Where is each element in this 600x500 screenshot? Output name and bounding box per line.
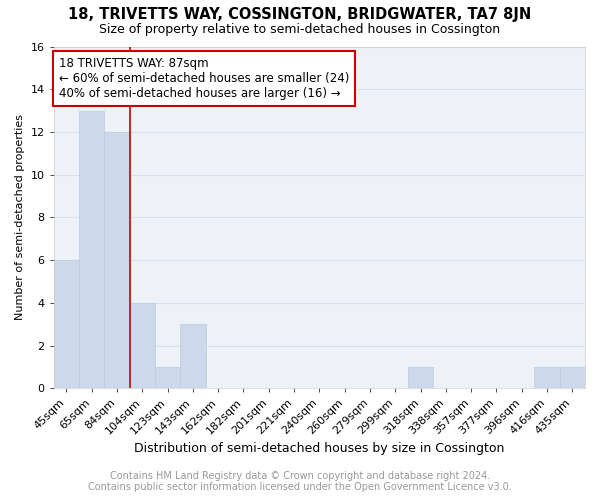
Bar <box>79 110 104 388</box>
Text: 18, TRIVETTS WAY, COSSINGTON, BRIDGWATER, TA7 8JN: 18, TRIVETTS WAY, COSSINGTON, BRIDGWATER… <box>68 8 532 22</box>
Bar <box>155 367 180 388</box>
Bar <box>104 132 130 388</box>
Bar <box>535 367 560 388</box>
Y-axis label: Number of semi-detached properties: Number of semi-detached properties <box>15 114 25 320</box>
Text: Size of property relative to semi-detached houses in Cossington: Size of property relative to semi-detach… <box>100 22 500 36</box>
Text: 18 TRIVETTS WAY: 87sqm
← 60% of semi-detached houses are smaller (24)
40% of sem: 18 TRIVETTS WAY: 87sqm ← 60% of semi-det… <box>59 57 349 100</box>
Bar <box>180 324 206 388</box>
X-axis label: Distribution of semi-detached houses by size in Cossington: Distribution of semi-detached houses by … <box>134 442 505 455</box>
Bar <box>130 303 155 388</box>
Bar <box>408 367 433 388</box>
Text: Contains HM Land Registry data © Crown copyright and database right 2024.
Contai: Contains HM Land Registry data © Crown c… <box>88 471 512 492</box>
Bar <box>560 367 585 388</box>
Bar <box>54 260 79 388</box>
